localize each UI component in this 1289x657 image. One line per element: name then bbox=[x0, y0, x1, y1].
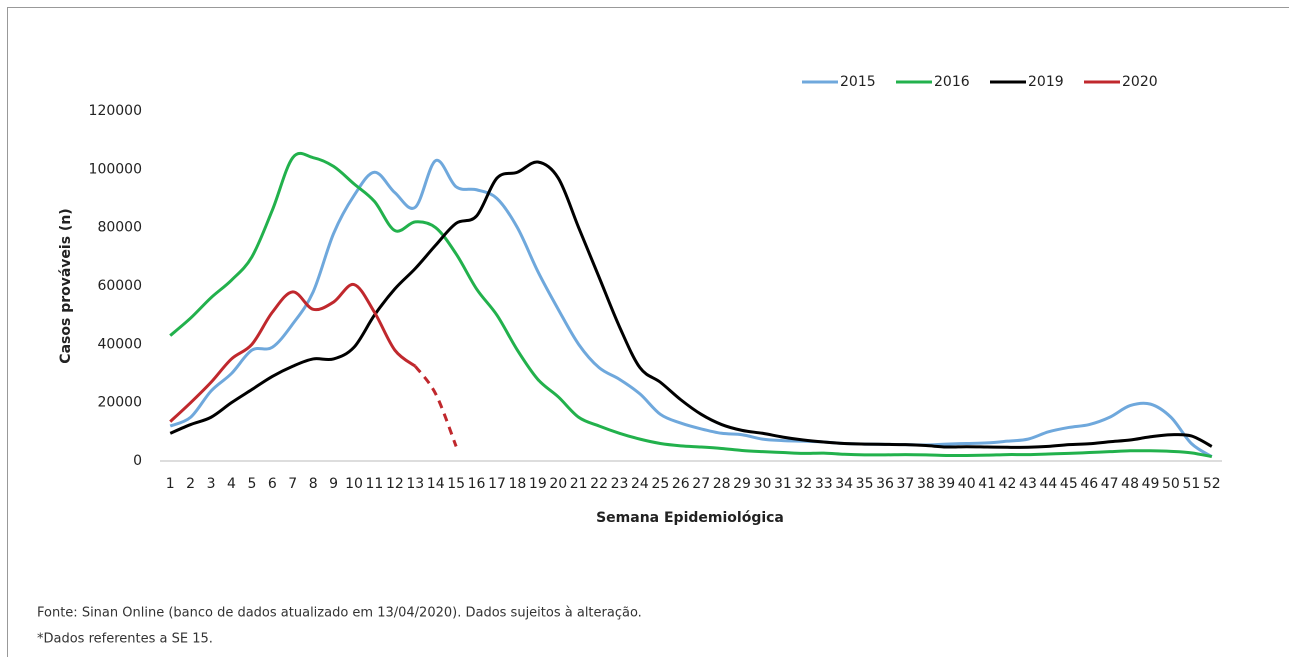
x-tick-label: 51 bbox=[1182, 476, 1200, 492]
x-tick-label: 42 bbox=[999, 476, 1017, 492]
source-note: Fonte: Sinan Online (banco de dados atua… bbox=[37, 606, 642, 621]
x-tick-label: 25 bbox=[651, 476, 669, 492]
x-tick-label: 35 bbox=[856, 476, 874, 492]
x-tick-label: 49 bbox=[1142, 476, 1160, 492]
x-tick-label: 47 bbox=[1101, 476, 1119, 492]
x-tick-label: 43 bbox=[1019, 476, 1037, 492]
x-tick-label: 24 bbox=[631, 476, 649, 492]
x-tick-label: 14 bbox=[427, 476, 445, 492]
x-tick-label: 46 bbox=[1080, 476, 1098, 492]
footnote: *Dados referentes a SE 15. bbox=[37, 632, 213, 647]
y-tick-label: 120000 bbox=[89, 103, 142, 119]
x-tick-label: 15 bbox=[447, 476, 465, 492]
x-tick-label: 5 bbox=[247, 476, 256, 492]
x-tick-label: 28 bbox=[713, 476, 731, 492]
x-tick-label: 40 bbox=[958, 476, 976, 492]
legend-label: 2015 bbox=[840, 74, 876, 90]
x-tick-label: 44 bbox=[1039, 476, 1057, 492]
x-tick-label: 36 bbox=[876, 476, 894, 492]
x-tick-label: 2 bbox=[186, 476, 195, 492]
x-tick-label: 45 bbox=[1060, 476, 1078, 492]
series-line bbox=[169, 159, 1213, 458]
x-tick-label: 17 bbox=[488, 476, 506, 492]
x-tick-label: 48 bbox=[1121, 476, 1139, 492]
y-axis-title: Casos prováveis (n) bbox=[58, 208, 74, 363]
x-tick-label: 39 bbox=[937, 476, 955, 492]
y-tick-label: 80000 bbox=[97, 220, 142, 236]
frame bbox=[7, 7, 1289, 657]
x-tick-label: 6 bbox=[268, 476, 277, 492]
series-line bbox=[169, 151, 1213, 459]
x-tick-label: 30 bbox=[754, 476, 772, 492]
series-line bbox=[169, 160, 1213, 449]
x-tick-label: 16 bbox=[468, 476, 486, 492]
x-tick-label: 31 bbox=[774, 476, 792, 492]
x-tick-label: 3 bbox=[207, 476, 216, 492]
x-tick-label: 10 bbox=[345, 476, 363, 492]
x-tick-label: 32 bbox=[794, 476, 812, 492]
series-line bbox=[414, 365, 458, 447]
series-line bbox=[169, 283, 417, 423]
x-tick-label: 20 bbox=[549, 476, 567, 492]
x-tick-label: 19 bbox=[529, 476, 547, 492]
x-tick-label: 21 bbox=[570, 476, 588, 492]
x-tick-label: 37 bbox=[897, 476, 915, 492]
x-tick-label: 4 bbox=[227, 476, 236, 492]
x-tick-label: 18 bbox=[508, 476, 526, 492]
legend-label: 2020 bbox=[1122, 74, 1158, 90]
x-tick-label: 11 bbox=[366, 476, 384, 492]
x-tick-label: 52 bbox=[1203, 476, 1221, 492]
legend-label: 2016 bbox=[934, 74, 970, 90]
y-tick-label: 0 bbox=[133, 453, 142, 469]
x-tick-label: 38 bbox=[917, 476, 935, 492]
y-tick-label: 20000 bbox=[97, 395, 142, 411]
x-tick-label: 41 bbox=[978, 476, 996, 492]
x-tick-label: 34 bbox=[835, 476, 853, 492]
x-tick-label: 9 bbox=[329, 476, 338, 492]
x-tick-label: 29 bbox=[733, 476, 751, 492]
x-axis-title: Semana Epidemiológica bbox=[596, 510, 784, 526]
x-tick-label: 13 bbox=[406, 476, 424, 492]
x-tick-label: 7 bbox=[288, 476, 297, 492]
x-tick-label: 23 bbox=[611, 476, 629, 492]
y-tick-label: 40000 bbox=[97, 336, 142, 352]
x-tick-label: 8 bbox=[309, 476, 318, 492]
x-tick-label: 33 bbox=[815, 476, 833, 492]
x-tick-label: 22 bbox=[590, 476, 608, 492]
legend-label: 2019 bbox=[1028, 74, 1064, 90]
y-tick-label: 60000 bbox=[97, 278, 142, 294]
y-tick-label: 100000 bbox=[89, 161, 142, 177]
x-tick-label: 1 bbox=[166, 476, 175, 492]
x-tick-label: 50 bbox=[1162, 476, 1180, 492]
x-tick-label: 26 bbox=[672, 476, 690, 492]
x-tick-label: 27 bbox=[692, 476, 710, 492]
x-tick-label: 12 bbox=[386, 476, 404, 492]
